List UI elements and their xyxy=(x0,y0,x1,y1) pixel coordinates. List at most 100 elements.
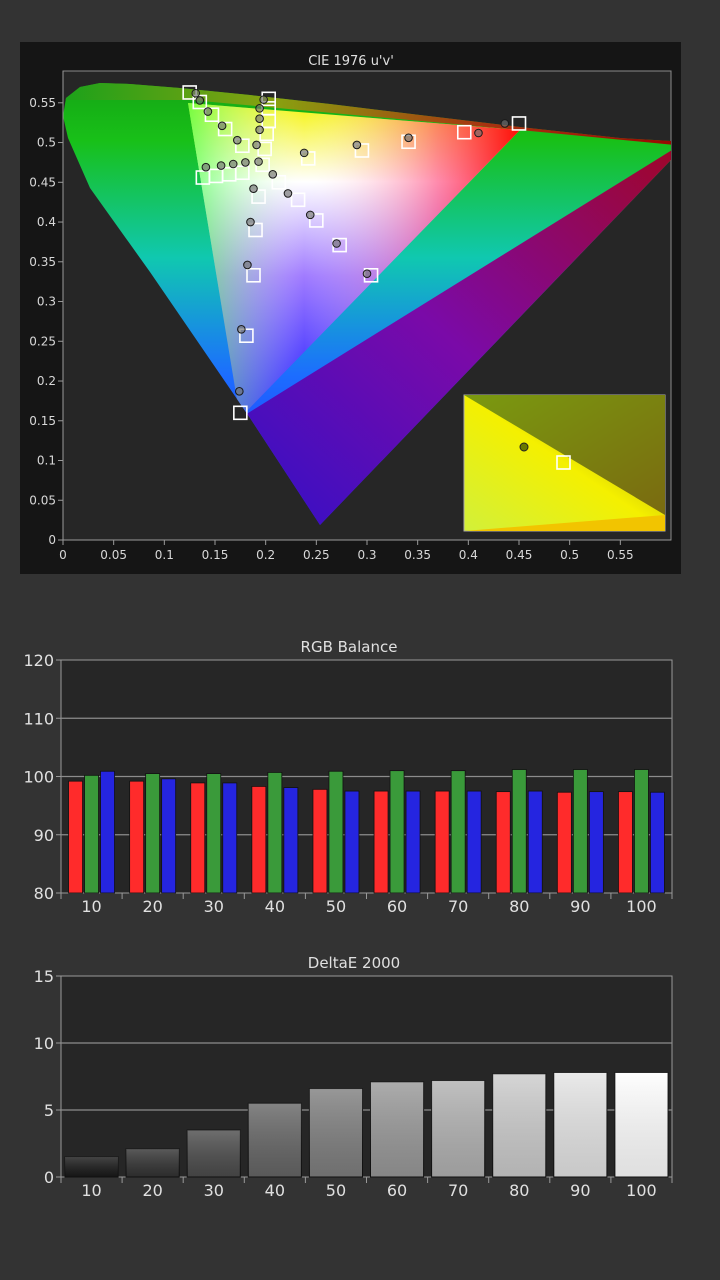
cie-x-tick-label: 0.05 xyxy=(100,548,127,562)
x-tick-label: 100 xyxy=(626,897,657,916)
cie-target-point xyxy=(246,267,261,283)
red-bar xyxy=(312,788,328,894)
deltae-chart-title: DeltaE 2000 xyxy=(308,954,400,972)
deltae-x-axis: 10 20 30 40 50 60 70 80 90 100 xyxy=(60,1177,673,1200)
cie-measured-point xyxy=(241,158,250,167)
green-bar xyxy=(84,774,99,894)
cie-target-point xyxy=(290,192,306,208)
deltae-bar-shade xyxy=(309,1088,363,1177)
cie-x-tick-label: 0.2 xyxy=(256,548,275,562)
cie-target-point xyxy=(217,121,233,137)
cie-measured-point xyxy=(500,119,510,128)
deltae-bar-shade xyxy=(614,1072,668,1177)
x-tick-label: 70 xyxy=(448,897,468,916)
cie-target-point xyxy=(239,328,254,344)
cie-x-tick-label: 0.3 xyxy=(357,548,376,562)
green-bar xyxy=(328,770,344,894)
cie-measured-point xyxy=(305,210,315,220)
deltae-bar-shade xyxy=(126,1148,180,1177)
red-bar xyxy=(434,790,450,894)
blue-bar xyxy=(161,778,177,894)
cie-chart: CIE 1976 u'v' 0 0.05 0.1 0.15 0.2 0.25 0.3 0.35… xyxy=(20,42,681,574)
x-tick-label: 40 xyxy=(265,1181,285,1200)
red-bar xyxy=(190,782,206,894)
cie-y-tick-label: 0 xyxy=(48,533,56,547)
cie-measured-point xyxy=(255,114,264,123)
cie-measured-point xyxy=(246,217,255,227)
cie-measured-point xyxy=(217,121,227,131)
blue-bar xyxy=(344,790,360,894)
cie-chart-title: CIE 1976 u'v' xyxy=(308,54,394,69)
rgb-bars xyxy=(68,769,665,894)
cie-y-tick-label: 0.4 xyxy=(37,215,56,229)
cie-target-point xyxy=(456,124,472,140)
blue-bar xyxy=(283,787,299,894)
deltae-bar-shade xyxy=(431,1080,485,1177)
green-bar xyxy=(511,769,527,894)
x-tick-label: 10 xyxy=(81,1181,101,1200)
cie-target-point xyxy=(233,405,248,421)
x-tick-label: 40 xyxy=(265,897,285,916)
cie-y-tick-label: 0.55 xyxy=(29,96,56,110)
blue-bar xyxy=(405,790,421,894)
rgb-balance-chart: RGB Balance 80 90 100 110 120 10 20 30 40 50 60 70… xyxy=(23,638,673,916)
x-tick-label: 10 xyxy=(81,897,101,916)
x-tick-label: 100 xyxy=(626,1181,657,1200)
cie-measured-point xyxy=(299,148,309,158)
cie-x-tick-label: 0.4 xyxy=(459,548,478,562)
deltae-chart: DeltaE 2000 0 5 10 15 10 20 30 40 50 60 70 80 90 100 xyxy=(34,954,673,1200)
cie-y-tick-label: 0.05 xyxy=(29,493,56,507)
deltae-grid: 0 5 10 15 xyxy=(34,967,672,1187)
cie-y-tick-label: 0.1 xyxy=(37,454,56,468)
blue-bar xyxy=(100,770,115,894)
cie-target-point xyxy=(251,189,266,204)
cie-x-tick-label: 0.45 xyxy=(506,548,533,562)
cie-y-axis: 0 0.05 0.1 0.15 0.2 0.25 0.3 0.35 0.4 0.45 0.5 0.55 xyxy=(29,96,63,547)
cie-y-tick-label: 0.5 xyxy=(37,136,56,150)
y-tick-label: 100 xyxy=(23,768,54,787)
x-tick-label: 50 xyxy=(326,1181,346,1200)
cie-target-point xyxy=(309,213,324,228)
y-tick-label: 90 xyxy=(34,826,54,845)
cie-x-tick-label: 0.55 xyxy=(607,548,634,562)
red-bar xyxy=(373,790,389,894)
inset-target-point xyxy=(556,455,571,470)
deltae-bar-shade xyxy=(553,1072,607,1177)
y-tick-label: 0 xyxy=(44,1168,54,1187)
cie-measured-point xyxy=(283,189,293,198)
y-tick-label: 5 xyxy=(44,1101,54,1120)
blue-bar xyxy=(588,791,604,894)
x-tick-label: 30 xyxy=(204,897,224,916)
cie-measured-point xyxy=(201,162,211,172)
deltae-bar-shade xyxy=(65,1156,119,1177)
x-tick-label: 20 xyxy=(142,897,162,916)
blue-bar xyxy=(650,791,665,894)
cie-y-tick-label: 0.45 xyxy=(29,175,56,189)
green-bar xyxy=(267,772,283,894)
cie-x-tick-label: 0.1 xyxy=(155,548,174,562)
cie-target-point xyxy=(354,143,370,158)
cie-x-tick-label: 0.15 xyxy=(202,548,229,562)
red-bar xyxy=(495,791,511,894)
y-tick-label: 10 xyxy=(34,1034,54,1053)
cie-measured-point xyxy=(474,128,483,138)
cie-measured-point xyxy=(252,140,261,150)
cie-x-tick-label: 0 xyxy=(59,548,67,562)
cie-target-point xyxy=(235,165,250,181)
cie-measured-point xyxy=(255,104,264,113)
x-tick-label: 90 xyxy=(570,1181,590,1200)
cie-measured-point xyxy=(243,260,252,270)
deltae-bar-shade xyxy=(370,1081,424,1177)
rgb-x-axis: 10 20 30 40 50 60 70 80 90 100 xyxy=(60,893,673,916)
cie-data-points xyxy=(182,85,527,421)
deltae-bar-shade xyxy=(492,1073,546,1177)
cie-measured-point xyxy=(362,269,372,279)
cie-measured-point xyxy=(235,387,244,396)
cie-target-point xyxy=(271,174,287,190)
red-bar xyxy=(251,786,267,894)
rgb-chart-title: RGB Balance xyxy=(301,638,398,656)
x-tick-label: 80 xyxy=(509,897,529,916)
cie-measured-point xyxy=(249,184,258,193)
deltae-bar-shade xyxy=(187,1130,241,1177)
cie-measured-point xyxy=(352,140,362,150)
